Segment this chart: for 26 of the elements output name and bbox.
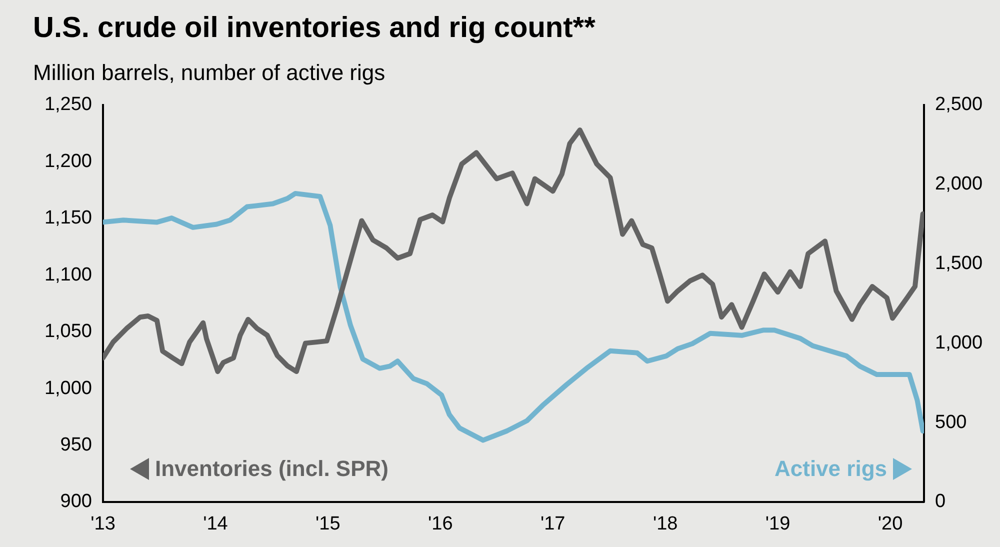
y2-tick-label: 1,000 <box>935 332 983 354</box>
y-tick-label: 1,250 <box>44 94 92 116</box>
y-tick-label: 1,200 <box>44 150 92 172</box>
x-tick-label: '14 <box>203 514 228 535</box>
x-tick-label: '19 <box>765 514 790 535</box>
x-tick-label: '18 <box>652 514 678 535</box>
y-tick-label: 1,000 <box>44 378 92 399</box>
y2-tick-label: 500 <box>935 412 967 433</box>
y-tick-label: 1,050 <box>44 321 92 342</box>
y-tick-label: 1,100 <box>44 264 92 286</box>
x-tick-label: '15 <box>316 514 340 535</box>
y2-tick-label: 2,500 <box>935 94 983 116</box>
x-tick-label: '13 <box>90 514 116 535</box>
y2-tick-label: 2,000 <box>935 174 983 195</box>
chart-title: U.S. crude oil inventories and rig count** <box>33 12 596 45</box>
x-tick-label: '20 <box>878 514 903 535</box>
y-tick-label: 900 <box>60 491 92 512</box>
y2-tick-label: 1,500 <box>935 253 983 274</box>
y-tick-label: 950 <box>60 434 92 456</box>
legend-label: Inventories (incl. SPR) <box>155 456 388 482</box>
x-tick-label: '16 <box>428 514 453 535</box>
series-label: Active rigs <box>774 456 887 482</box>
y-tick-label: 1,150 <box>44 208 92 229</box>
chart-subtitle: Million barrels, number of active rigs <box>33 60 386 86</box>
y2-tick-label: 0 <box>935 491 946 512</box>
x-tick-label: '17 <box>540 514 566 535</box>
